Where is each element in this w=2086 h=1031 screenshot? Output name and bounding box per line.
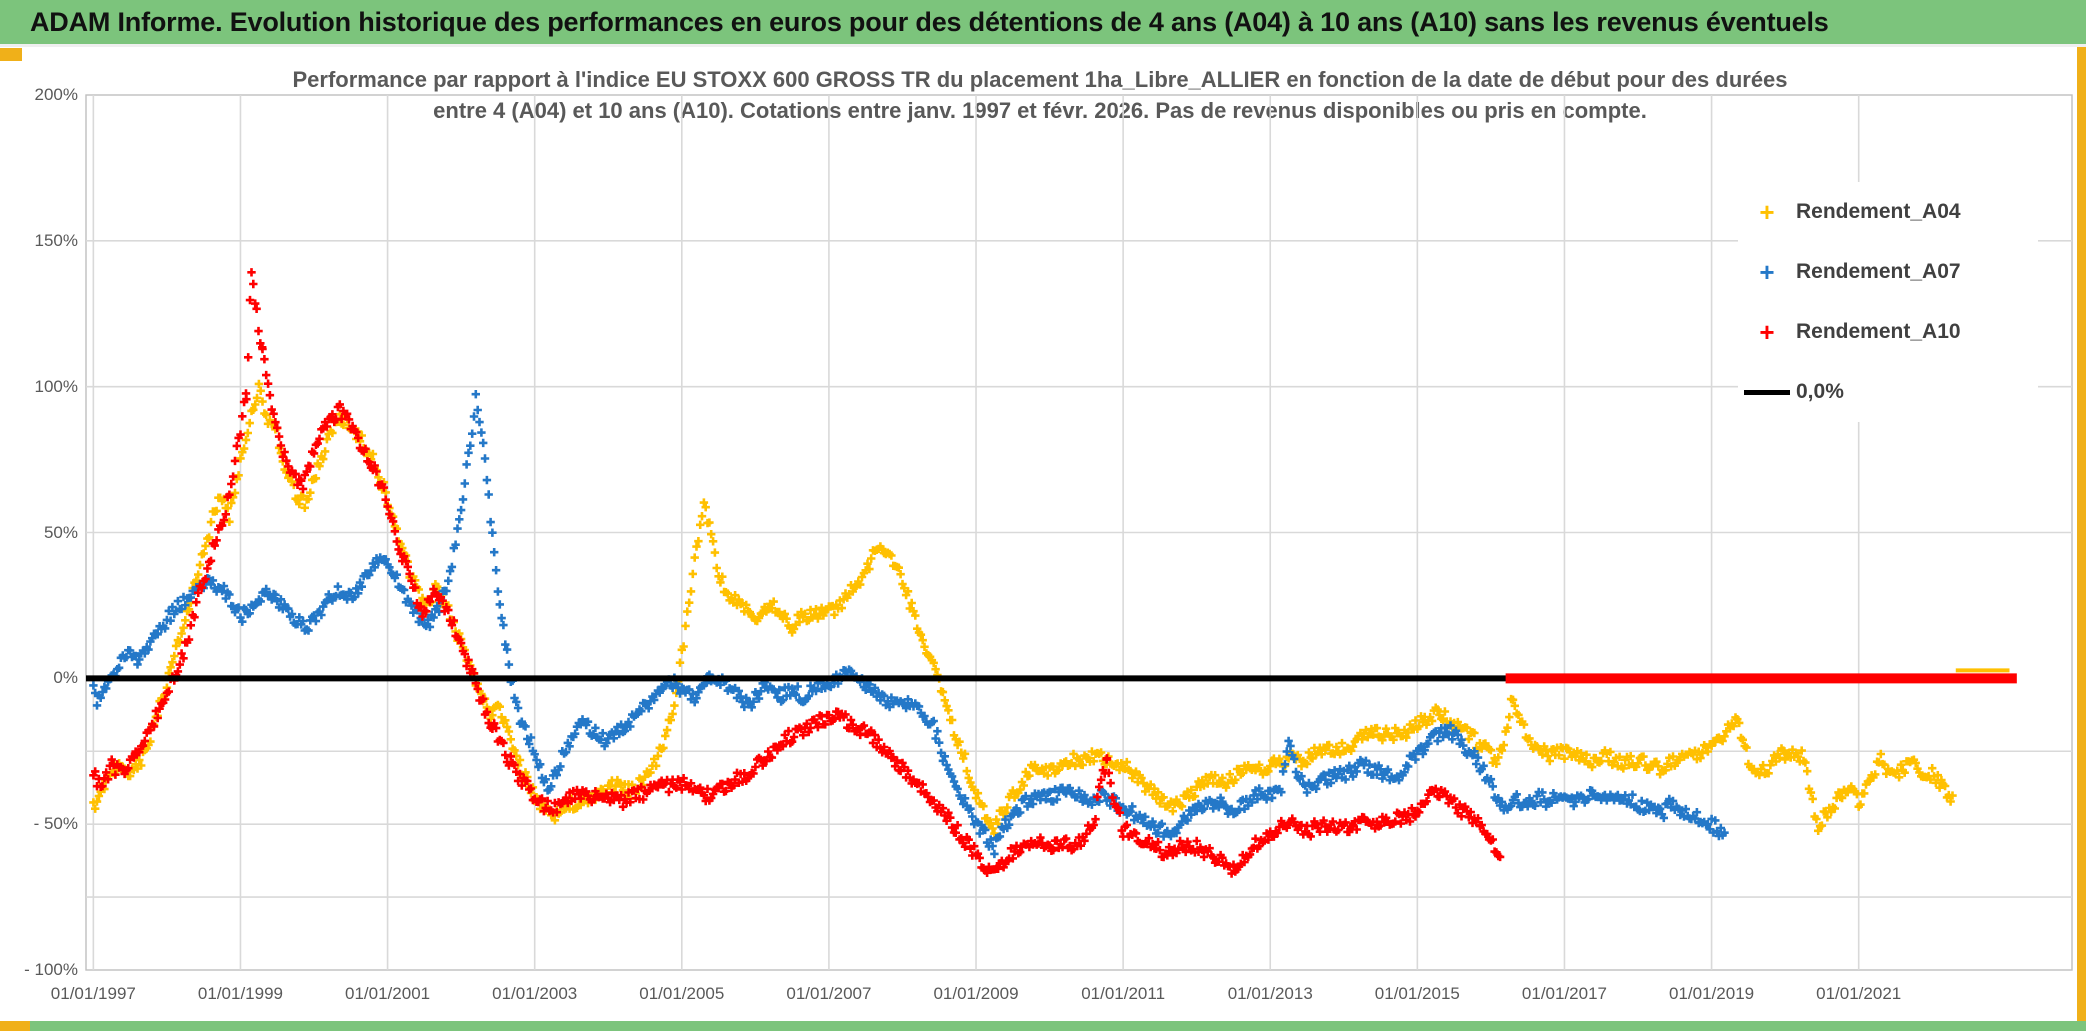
legend-item-rendement-a10[interactable]: + Rendement_A10 — [1738, 302, 2038, 362]
gold-accent-right — [2077, 47, 2086, 1031]
legend-label: Rendement_A07 — [1796, 260, 1961, 283]
legend-item-0-0-[interactable]: 0,0% — [1738, 362, 2038, 422]
y-axis-label: 0% — [53, 668, 78, 688]
legend-item-rendement-a04[interactable]: + Rendement_A04 — [1738, 182, 2038, 242]
series-Rendement_A04 — [89, 379, 1957, 838]
y-axis-label: 200% — [34, 85, 78, 104]
page-title: ADAM Informe. Evolution historique des p… — [30, 6, 1829, 37]
series-Rendement_A10 — [89, 268, 1505, 878]
x-axis-label: 01/01/2021 — [1816, 984, 1902, 1003]
x-axis-label: 01/01/2019 — [1669, 984, 1755, 1003]
plus-marker-icon: + — [1759, 317, 1775, 347]
legend-label: 0,0% — [1796, 380, 1844, 403]
x-axis-label: 01/01/2003 — [492, 984, 578, 1003]
x-axis-label: 01/01/2015 — [1374, 984, 1460, 1003]
chart-subtitle-line2: entre 4 (A04) et 10 ans (A10). Cotations… — [433, 98, 1647, 123]
y-axis-label: 50% — [43, 522, 78, 542]
legend-label: Rendement_A10 — [1796, 320, 1961, 343]
chart-subtitle: Performance par rapport à l'indice EU ST… — [160, 64, 1920, 126]
legend-item-rendement-a07[interactable]: + Rendement_A07 — [1738, 242, 2038, 302]
x-axis-label: 01/01/2013 — [1227, 984, 1313, 1003]
y-axis-label: - 50% — [33, 814, 78, 834]
y-axis-label: - 100% — [24, 960, 78, 979]
legend-label: Rendement_A04 — [1796, 200, 1961, 223]
chart-subtitle-line1: Performance par rapport à l'indice EU ST… — [292, 67, 1788, 92]
title-bar: ADAM Informe. Evolution historique des p… — [0, 0, 2086, 47]
series-Rendement_A07 — [89, 390, 1729, 859]
x-axis-label: 01/01/2005 — [639, 984, 725, 1003]
x-axis-label: 01/01/2007 — [786, 984, 872, 1003]
plus-marker-icon: + — [1759, 197, 1775, 227]
chart-legend: + Rendement_A04 + Rendement_A07 + Rendement_A… — [1738, 182, 2038, 422]
y-axis-label: 150% — [34, 230, 78, 250]
x-axis-label: 01/01/2011 — [1081, 984, 1166, 1003]
gold-accent-bottom-left — [0, 1021, 30, 1031]
x-axis-label: 01/01/2001 — [345, 984, 431, 1003]
bottom-green-bar — [0, 1021, 2086, 1031]
plus-marker-icon: + — [1759, 257, 1775, 287]
x-axis-label: 01/01/1999 — [197, 984, 283, 1003]
x-axis-label: 01/01/1997 — [50, 984, 136, 1003]
y-axis-label: 100% — [34, 376, 78, 396]
x-axis-label: 01/01/2017 — [1521, 984, 1607, 1003]
x-axis-label: 01/01/2009 — [933, 984, 1019, 1003]
gold-accent-top-left — [0, 48, 22, 61]
zero-line-icon — [1744, 389, 1790, 395]
